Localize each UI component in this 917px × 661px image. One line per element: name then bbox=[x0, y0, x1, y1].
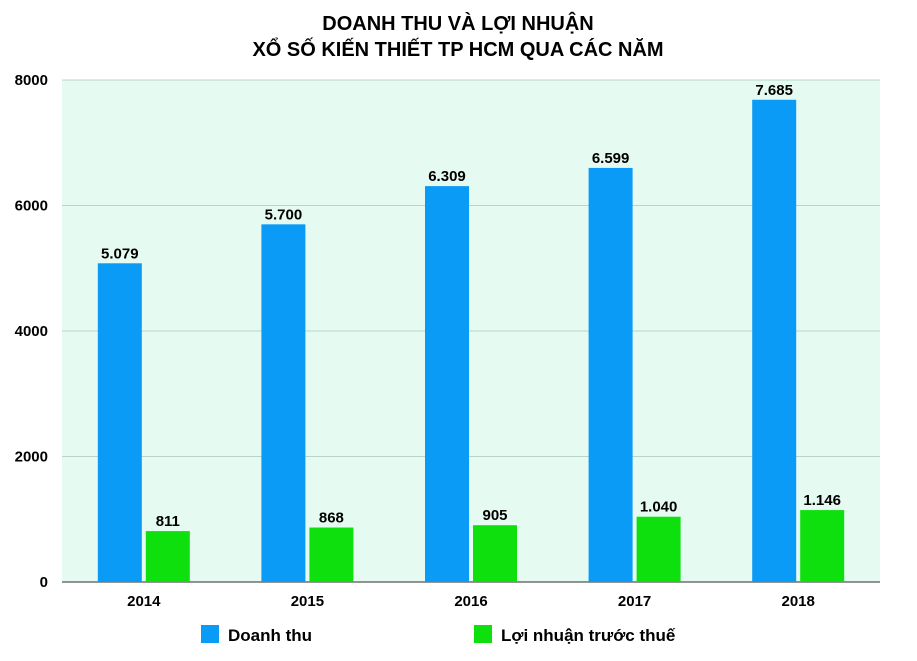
bar-loi-nhuan bbox=[309, 527, 354, 582]
bar-doanh-thu bbox=[588, 167, 633, 582]
x-tick-label: 2016 bbox=[454, 593, 487, 610]
bars bbox=[97, 99, 845, 583]
data-label: 905 bbox=[482, 507, 507, 524]
data-label: 6.599 bbox=[592, 150, 630, 167]
gridlines bbox=[62, 79, 880, 583]
x-tick-label: 2014 bbox=[127, 593, 161, 610]
x-tick-label: 2015 bbox=[291, 593, 324, 610]
bar-doanh-thu bbox=[97, 263, 142, 582]
x-tick-label: 2018 bbox=[782, 593, 815, 610]
legend-label-loi-nhuan: Lợi nhuận trước thuế bbox=[501, 626, 676, 645]
x-axis-ticks: 2014 2015 2016 2017 2018 bbox=[127, 593, 815, 610]
y-tick-label: 8000 bbox=[15, 72, 48, 89]
legend-swatch-doanh-thu bbox=[201, 625, 219, 643]
y-axis-ticks: 0 2000 4000 6000 8000 bbox=[15, 72, 48, 591]
bar-loi-nhuan bbox=[636, 516, 681, 582]
chart-title-line-2: XỔ SỐ KIẾN THIẾT TP HCM QUA CÁC NĂM bbox=[252, 37, 663, 61]
data-label: 7.685 bbox=[755, 82, 793, 99]
bar-doanh-thu bbox=[261, 224, 306, 582]
bar-doanh-thu bbox=[752, 99, 797, 583]
data-label: 1.040 bbox=[640, 499, 678, 516]
y-tick-label: 6000 bbox=[15, 198, 48, 215]
chart-title-line-1: DOANH THU VÀ LỢI NHUẬN bbox=[322, 11, 594, 35]
y-tick-label: 4000 bbox=[15, 323, 48, 340]
data-label: 5.079 bbox=[101, 245, 139, 262]
bar-loi-nhuan bbox=[145, 531, 190, 582]
data-label: 6.309 bbox=[428, 168, 466, 185]
legend-label-doanh-thu: Doanh thu bbox=[228, 626, 312, 645]
y-tick-label: 2000 bbox=[15, 449, 48, 466]
bar-loi-nhuan bbox=[473, 525, 517, 582]
data-label: 811 bbox=[156, 513, 180, 530]
bar-loi-nhuan bbox=[800, 510, 845, 582]
data-label: 1.146 bbox=[803, 492, 841, 509]
data-label: 868 bbox=[319, 510, 344, 527]
legend: Doanh thu Lợi nhuận trước thuế bbox=[201, 625, 676, 645]
legend-swatch-loi-nhuan bbox=[474, 625, 492, 643]
y-tick-label: 0 bbox=[40, 574, 48, 591]
data-labels: 5.079 811 5.700 868 6.309 905 6.599 1.040 7.685 1… bbox=[101, 82, 841, 530]
x-tick-label: 2017 bbox=[618, 593, 651, 610]
data-label: 5.700 bbox=[265, 206, 303, 223]
bar-doanh-thu bbox=[425, 186, 469, 583]
